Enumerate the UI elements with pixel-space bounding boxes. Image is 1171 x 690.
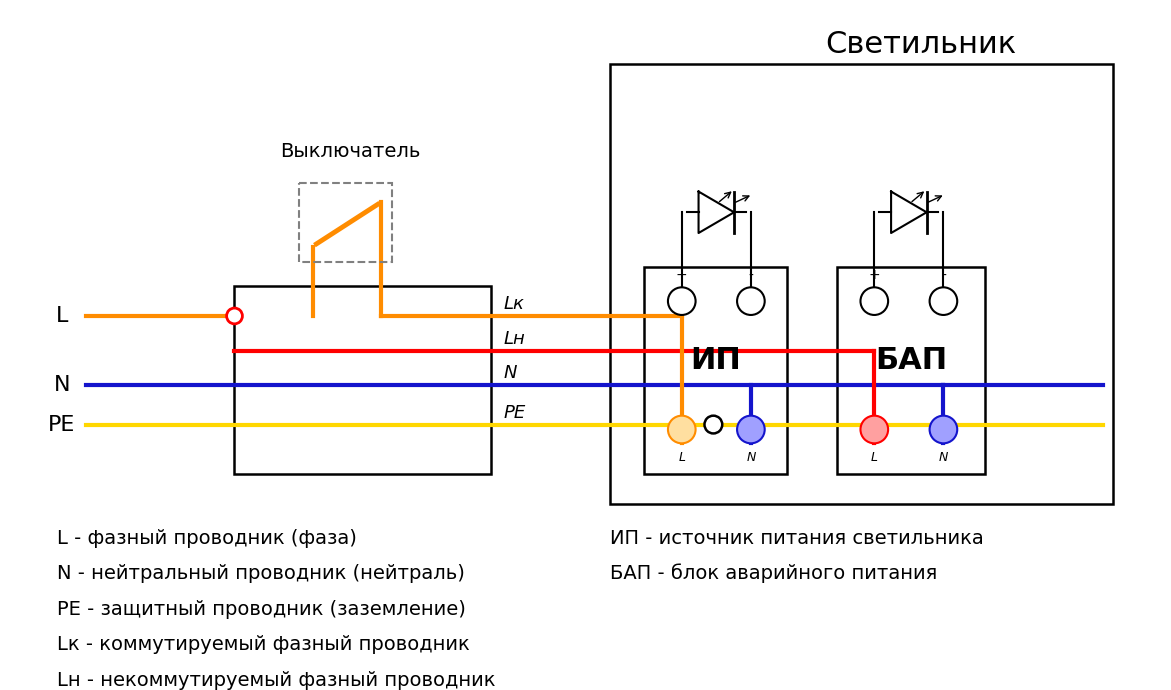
Circle shape bbox=[667, 287, 696, 315]
Bar bbox=[837, 266, 985, 474]
Text: Lн - некоммутируемый фазный проводник: Lн - некоммутируемый фазный проводник bbox=[56, 671, 495, 690]
Circle shape bbox=[227, 308, 242, 324]
Bar bbox=[610, 64, 1114, 504]
Text: Lн: Lн bbox=[504, 330, 525, 348]
Text: БАП - блок аварийного питания: БАП - блок аварийного питания bbox=[610, 564, 937, 584]
Polygon shape bbox=[891, 192, 926, 233]
Circle shape bbox=[930, 415, 957, 443]
Text: N: N bbox=[504, 364, 516, 382]
Text: L: L bbox=[678, 451, 685, 464]
Text: Lк: Lк bbox=[504, 295, 523, 313]
Circle shape bbox=[705, 415, 723, 433]
Text: Lк - коммутируемый фазный проводник: Lк - коммутируемый фазный проводник bbox=[56, 635, 470, 654]
Text: ИП - источник питания светильника: ИП - источник питания светильника bbox=[610, 529, 984, 548]
Text: L: L bbox=[55, 306, 68, 326]
Text: N: N bbox=[54, 375, 70, 395]
Circle shape bbox=[737, 415, 765, 443]
Polygon shape bbox=[699, 192, 734, 233]
Text: PE: PE bbox=[48, 415, 75, 435]
Circle shape bbox=[667, 415, 696, 443]
Bar bbox=[644, 266, 787, 474]
Text: +: + bbox=[869, 268, 881, 282]
Circle shape bbox=[861, 287, 888, 315]
Circle shape bbox=[930, 287, 957, 315]
Circle shape bbox=[861, 415, 888, 443]
Text: N: N bbox=[746, 451, 755, 464]
Text: L - фазный проводник (фаза): L - фазный проводник (фаза) bbox=[56, 529, 357, 548]
Text: ИП: ИП bbox=[691, 346, 741, 375]
Bar bbox=[234, 286, 491, 474]
Circle shape bbox=[737, 287, 765, 315]
Text: Выключатель: Выключатель bbox=[280, 142, 420, 161]
Text: N - нейтральный проводник (нейтраль): N - нейтральный проводник (нейтраль) bbox=[56, 564, 465, 583]
Text: -: - bbox=[748, 268, 753, 282]
Bar bbox=[299, 183, 392, 262]
Text: -: - bbox=[941, 268, 946, 282]
Text: PE - защитный проводник (заземление): PE - защитный проводник (заземление) bbox=[56, 600, 466, 619]
Text: +: + bbox=[676, 268, 687, 282]
Text: Светильник: Светильник bbox=[826, 30, 1016, 59]
Text: L: L bbox=[871, 451, 878, 464]
Text: N: N bbox=[939, 451, 949, 464]
Text: БАП: БАП bbox=[875, 346, 947, 375]
Text: PE: PE bbox=[504, 404, 526, 422]
